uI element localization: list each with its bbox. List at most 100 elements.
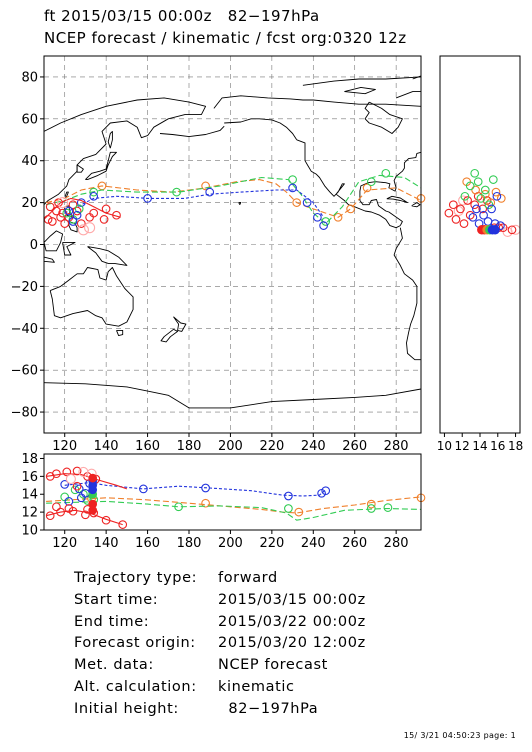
altitude-ytick-label: 10 [21,524,38,539]
info-label: End time: [74,613,150,630]
side-xtick-label: 10 [437,439,452,453]
side-point-blue [492,191,502,201]
map-xtick-label: 280 [384,439,409,454]
chart-subtitle: NCEP forecast / kinematic / fcst org:032… [44,29,407,47]
side-point-red [507,225,517,235]
altitude-ytick-label: 12 [21,506,38,521]
trajectory-point-blue [72,210,82,220]
trajectory-point-pink [57,197,69,209]
trajectory-line-orange [45,179,422,218]
altitude-point-red [101,515,111,525]
map-ytick-label: 60 [21,112,38,127]
side-point-blue [468,212,478,222]
coastline-greenland-edge [412,75,422,80]
side-point-green [473,177,483,187]
trajectory-point-red [68,200,78,210]
trajectory-point-orange [333,212,343,222]
map-ytick-label: 40 [21,154,38,169]
side-point-blue [487,204,496,214]
altitude-xtick-label: 240 [301,536,326,551]
map-axis-ticks: 120 140 160 180 200 220 240 260 280 −80 −60 −40 −20 0… [11,70,409,454]
altitude-point-green [383,503,393,512]
coastlines [43,75,422,409]
altitude-point-blue [284,491,293,501]
side-point-red [459,219,469,228]
altitude-line-blue [64,482,327,497]
side-xtick-label: 16 [490,439,505,453]
side-point-green [476,194,486,203]
trajectory-point-red [101,204,111,214]
coastline-hawaii [238,201,242,205]
side-point-green [470,168,480,178]
map-grid [44,56,421,433]
coastline-asia-coast [43,97,207,206]
map-xtick-label: 240 [301,439,326,454]
altitude-point-red [72,481,82,491]
side-point-orange [496,194,506,203]
side-point-red [456,204,465,214]
side-point-red [444,208,454,218]
coastline-cuba [386,195,408,204]
chart-title: ft 2015/03/15 00:00z 82−197hPa [44,7,320,25]
altitude-xtick-label: 200 [218,536,243,551]
altitude-point-green [366,504,376,513]
info-value: forward [218,570,278,586]
altitude-point-blue [74,484,84,494]
trajectory-point-orange [346,204,355,214]
side-point-pink [458,195,469,206]
trajectory-point-pink [84,222,96,234]
coastline-nz-north [173,316,187,332]
info-value: 2015/03/15 00:00z [218,591,366,608]
trajectory-point-red [54,198,63,207]
info-label: Met. data: [74,657,154,674]
side-xtick-label: 14 [472,439,487,453]
map-xtick-label: 120 [52,439,77,454]
map-xtick-label: 200 [218,439,243,454]
side-point-green [465,181,475,191]
footer-timestamp: 15/ 3/21 04:50:23 page: 1 [403,731,516,740]
coastline-canada-arctic [302,76,422,86]
altitude-ytick-label: 14 [21,488,38,503]
trajectory-point-red [47,217,57,226]
trajectory-point-blue [143,194,152,203]
trajectory-line-red [43,197,121,220]
side-panel: 10 12 14 16 18 [437,55,523,453]
coastline-sulawesi [62,241,76,256]
side-xtick-label: 12 [455,439,470,453]
altitude-point-red [81,510,90,520]
trajectory-point-blue [288,183,297,193]
trajectory-point-green [288,175,297,184]
altitude-point-green [174,502,183,512]
altitude-point-blue [201,483,210,493]
trajectory-point-blue [319,221,328,230]
trajectory-point-blue [313,212,322,222]
coastline-na-west [296,139,401,229]
map-xtick-label: 180 [177,439,202,454]
trajectory-point-blue [89,191,99,201]
altitude-xtick-label: 220 [259,536,284,551]
side-point-red [448,200,458,210]
info-value: kinematic [218,678,295,695]
map-ytick-label: 20 [21,196,38,211]
map-xtick-label: 160 [135,439,160,454]
coastline-alaska-south [224,118,298,141]
coastline-hudson-bay [364,101,403,134]
side-point-red [451,215,461,224]
map-ytick-label: −40 [11,322,38,337]
coastline-new-guinea [87,246,128,266]
altitude-line-orange [46,496,422,514]
side-point-orange [486,198,496,207]
coastline-gulf-coast [359,151,422,226]
coastline-korea [76,164,84,173]
coastline-borneo [43,230,64,252]
coastline-arctic-islands [344,86,376,95]
coastline-alaska [213,95,422,109]
altitude-xtick-label: 180 [177,536,202,551]
trajectory-point-green [62,208,72,218]
altitude-xtick-label: 280 [384,536,409,551]
altitude-point-filled-red [88,473,98,483]
trajectory-point-orange [362,183,372,193]
trajectory-point-red [60,219,70,228]
coastline-japan [85,151,117,181]
map-ytick-label: −60 [11,364,38,379]
